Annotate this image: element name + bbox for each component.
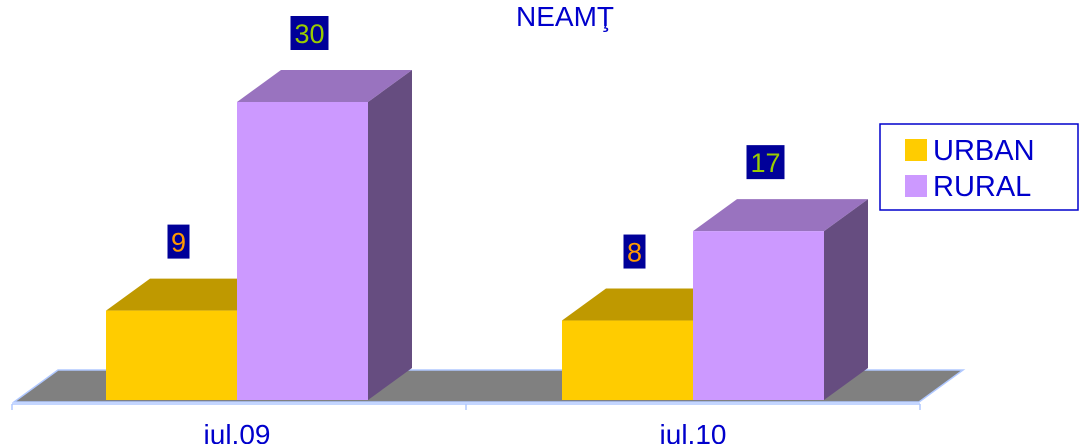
category-label: iul.09 xyxy=(204,419,271,444)
data-label-bg xyxy=(623,234,646,269)
bar-top xyxy=(237,70,412,102)
data-label: 30 xyxy=(294,19,324,49)
bar-front xyxy=(237,102,368,400)
bar-rural-iul.09 xyxy=(237,70,412,400)
data-label-bg xyxy=(290,16,329,50)
data-label-bg xyxy=(167,224,190,259)
legend-label-rural: RURAL xyxy=(933,171,1031,203)
bar-rural-iul.10 xyxy=(693,199,868,400)
data-label: 17 xyxy=(750,148,780,178)
bar-front xyxy=(106,310,237,400)
bar-top xyxy=(693,199,868,232)
legend-swatch-urban xyxy=(905,139,927,161)
legend-swatch-rural xyxy=(905,175,927,197)
bar-side xyxy=(368,70,412,400)
bar-side xyxy=(824,199,868,400)
data-label-bg xyxy=(746,145,785,180)
bar-front xyxy=(693,231,824,400)
bar-front xyxy=(562,320,693,400)
data-label: 8 xyxy=(627,238,642,268)
category-label: iul.10 xyxy=(660,419,727,444)
chart-title: NEAMŢ xyxy=(516,1,614,32)
legend-label-urban: URBAN xyxy=(933,135,1035,167)
data-label: 9 xyxy=(171,228,186,258)
legend: URBAN RURAL xyxy=(879,123,1079,211)
